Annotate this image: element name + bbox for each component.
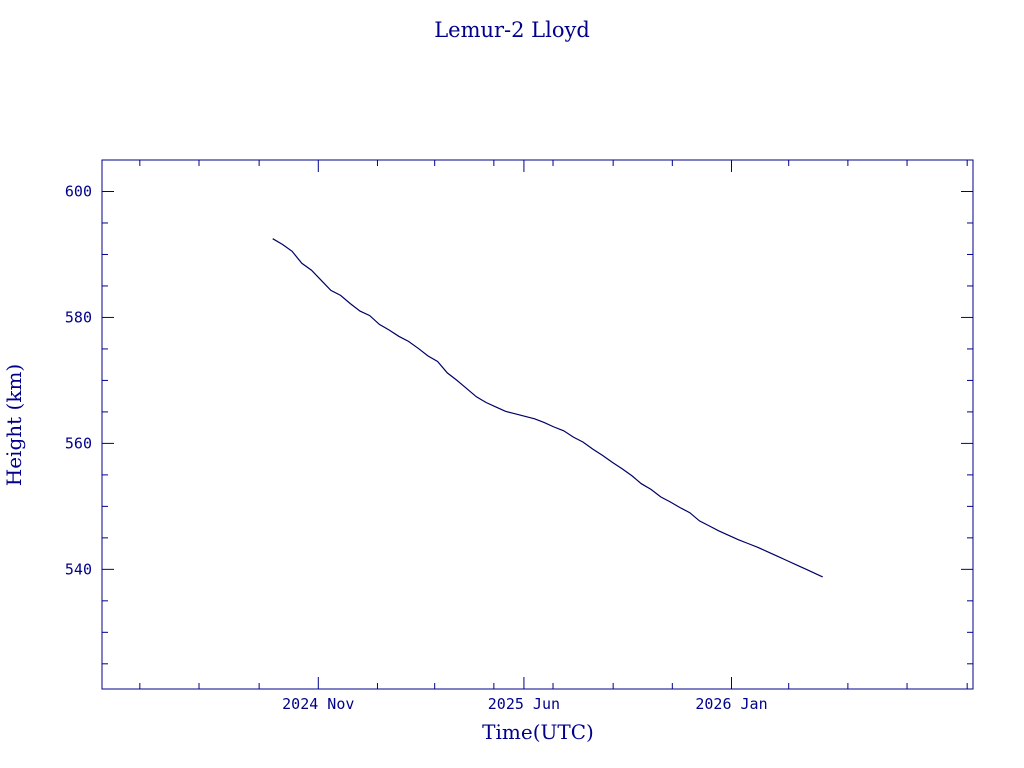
- series-group: [272, 238, 823, 578]
- y-tick-label: 600: [65, 182, 92, 200]
- x-tick-label: 2025 Jun: [488, 695, 560, 713]
- chart-title: Lemur-2 Lloyd: [434, 18, 590, 42]
- y-axis-label: Height (km): [2, 364, 26, 486]
- series-line: [272, 238, 823, 578]
- y-tick-label: 560: [65, 434, 92, 452]
- x-tick-label: 2026 Jan: [695, 695, 767, 713]
- x-tick-label: 2024 Nov: [282, 695, 354, 713]
- y-tick-label: 580: [65, 308, 92, 326]
- plot-frame: [101, 159, 974, 690]
- tick-labels: 540 560 580 600 2024 Nov 2025 Jun 2026 Jan: [65, 182, 768, 713]
- x-axis-label: Time(UTC): [482, 720, 594, 744]
- axis-ticks: [102, 159, 973, 689]
- y-tick-label: 540: [65, 560, 92, 578]
